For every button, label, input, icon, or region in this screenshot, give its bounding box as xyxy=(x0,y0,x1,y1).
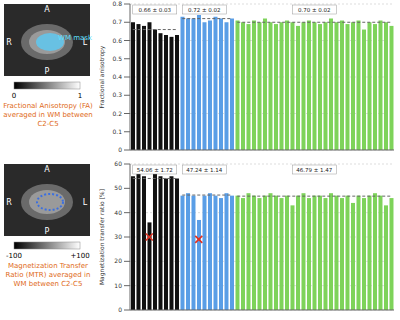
svg-text:47.24 ± 1.14: 47.24 ± 1.14 xyxy=(186,167,223,173)
svg-text:0.72 ± 0.02: 0.72 ± 0.02 xyxy=(188,7,221,13)
svg-text:+100: +100 xyxy=(70,252,89,260)
svg-text:0: 0 xyxy=(12,92,16,100)
svg-text:0.6: 0.6 xyxy=(112,37,122,44)
svg-text:R: R xyxy=(6,198,12,207)
svg-text:0.66 ± 0.03: 0.66 ± 0.03 xyxy=(138,7,171,13)
html-text:Magnetization Transfer Ratio (: Magnetization Transfer Ratio (MTR) avera… xyxy=(5,262,91,288)
svg-text:Magnetization transfer ratio [: Magnetization transfer ratio [%] xyxy=(98,189,106,285)
svg-text:A: A xyxy=(44,5,50,14)
svg-text:0.70 ± 0.02: 0.70 ± 0.02 xyxy=(298,7,331,13)
svg-text:WM mask: WM mask xyxy=(58,34,93,42)
svg-text:0.2: 0.2 xyxy=(112,110,122,117)
svg-text:0.7: 0.7 xyxy=(112,18,122,25)
svg-text:0.5: 0.5 xyxy=(112,55,122,62)
svg-text:20: 20 xyxy=(114,257,122,264)
svg-text:50: 50 xyxy=(114,184,122,191)
svg-text:1: 1 xyxy=(78,92,82,100)
svg-text:L: L xyxy=(83,198,88,207)
svg-text:30: 30 xyxy=(114,233,122,240)
svg-text:0.4: 0.4 xyxy=(112,73,122,80)
svg-text:-100: -100 xyxy=(6,252,22,260)
svg-text:0.1: 0.1 xyxy=(112,128,122,135)
svg-text:10: 10 xyxy=(114,282,122,289)
html-text:Fractional Anisotropy (FA) ave: Fractional Anisotropy (FA) averaged in W… xyxy=(3,102,93,128)
svg-text:0.3: 0.3 xyxy=(112,91,122,98)
svg-text:60: 60 xyxy=(114,160,122,167)
svg-text:L: L xyxy=(82,38,88,47)
svg-text:0.8: 0.8 xyxy=(112,0,122,7)
svg-text:A: A xyxy=(44,165,50,174)
svg-text:P: P xyxy=(45,67,50,76)
svg-text:40: 40 xyxy=(114,209,122,216)
svg-text:R: R xyxy=(6,38,12,47)
svg-text:Fractional anisotropy: Fractional anisotropy xyxy=(98,45,106,108)
svg-text:54.06 ± 1.72: 54.06 ± 1.72 xyxy=(137,167,173,173)
svg-text:46.79 ± 1.47: 46.79 ± 1.47 xyxy=(296,167,333,173)
svg-text:0: 0 xyxy=(118,146,122,153)
svg-text:0: 0 xyxy=(118,306,122,313)
svg-text:P: P xyxy=(45,227,50,236)
